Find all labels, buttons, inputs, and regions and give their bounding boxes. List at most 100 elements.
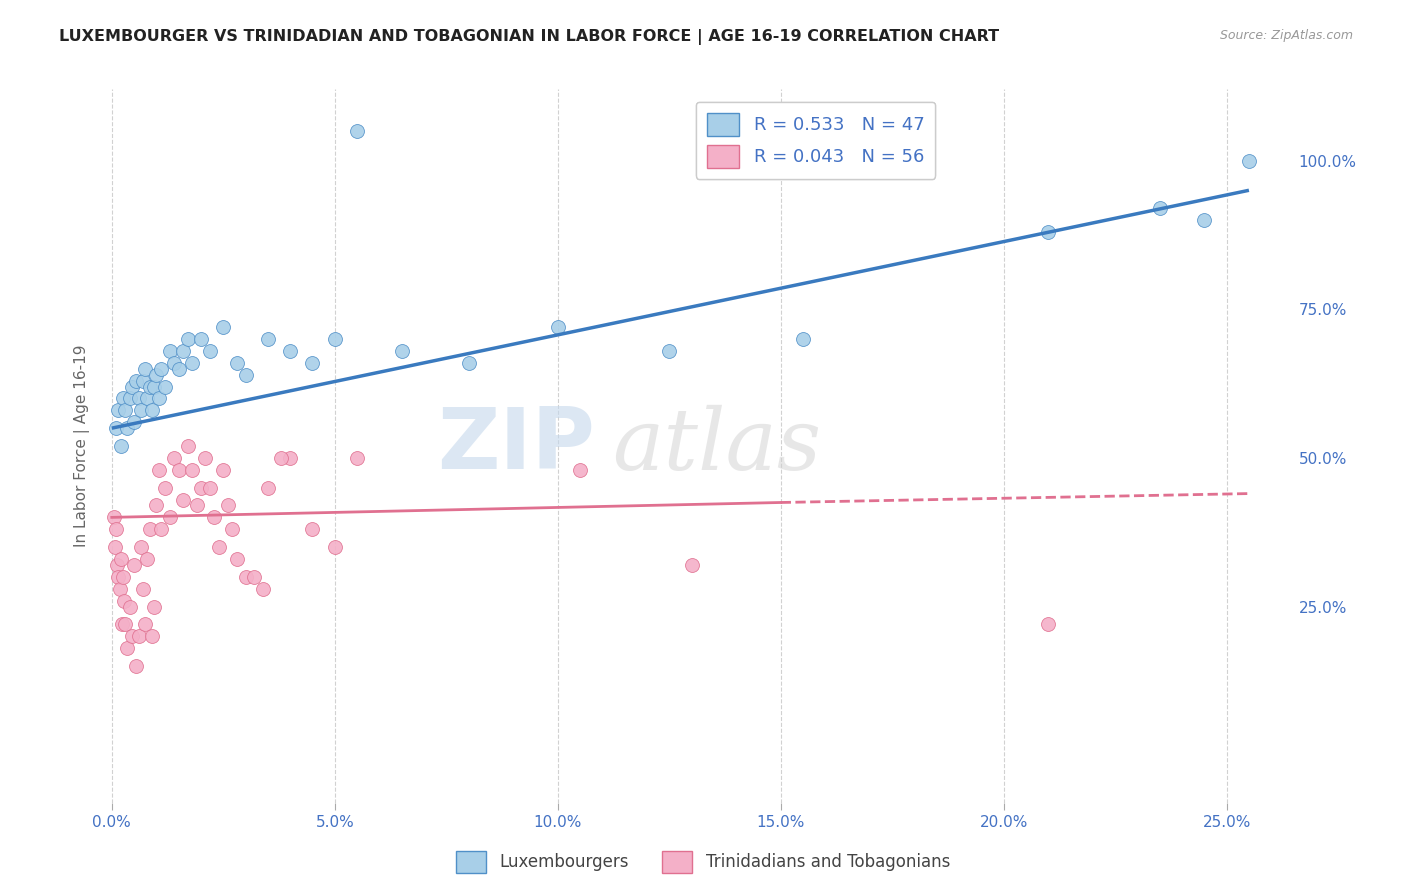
Point: [155, 379, 177, 393]
Point: [235, 570, 257, 584]
Point: [202, 510, 225, 524]
Legend: R = 0.533   N = 47, R = 0.043   N = 56: R = 0.533 N = 47, R = 0.043 N = 56: [696, 102, 935, 179]
Point: [114, 403, 136, 417]
Point: [252, 582, 274, 596]
Point: [257, 481, 280, 495]
Point: [112, 593, 135, 607]
Point: [186, 499, 208, 513]
Point: [163, 356, 186, 370]
Point: [105, 558, 128, 572]
Point: [129, 403, 152, 417]
Point: [103, 510, 125, 524]
Point: [278, 343, 301, 358]
Point: [225, 356, 247, 370]
Point: [217, 499, 239, 513]
Point: [159, 510, 181, 524]
Point: [107, 570, 129, 584]
Point: [121, 629, 143, 643]
Point: [110, 552, 132, 566]
Point: [278, 450, 301, 465]
Point: [198, 481, 221, 495]
Point: [1237, 153, 1260, 168]
Point: [681, 558, 703, 572]
Point: [198, 343, 221, 358]
Point: [128, 392, 150, 406]
Point: [243, 570, 266, 584]
Point: [208, 540, 231, 554]
Point: [167, 361, 190, 376]
Point: [212, 463, 235, 477]
Point: [141, 403, 163, 417]
Point: [143, 599, 166, 614]
Point: [569, 463, 592, 477]
Point: [138, 379, 160, 393]
Point: [132, 582, 155, 596]
Point: [118, 392, 141, 406]
Point: [658, 343, 681, 358]
Point: [194, 450, 217, 465]
Point: [125, 374, 148, 388]
Point: [1038, 225, 1060, 239]
Point: [190, 481, 212, 495]
Point: [176, 332, 198, 346]
Point: [323, 332, 346, 346]
Point: [149, 361, 172, 376]
Point: [225, 552, 247, 566]
Point: [110, 617, 132, 632]
Point: [128, 629, 150, 643]
Point: [145, 368, 167, 382]
Point: [132, 374, 155, 388]
Point: [118, 599, 141, 614]
Point: [111, 392, 134, 406]
Point: [122, 558, 145, 572]
Point: [114, 617, 136, 632]
Point: [121, 379, 143, 393]
Point: [792, 332, 814, 346]
Point: [117, 421, 139, 435]
Point: [190, 332, 212, 346]
Point: [148, 392, 170, 406]
Point: [117, 641, 139, 656]
Point: [235, 368, 257, 382]
Point: [159, 343, 181, 358]
Point: [145, 499, 167, 513]
Point: [457, 356, 479, 370]
Point: [107, 403, 129, 417]
Point: [141, 629, 163, 643]
Point: [136, 392, 159, 406]
Point: [149, 522, 172, 536]
Point: [301, 522, 323, 536]
Point: [1038, 617, 1060, 632]
Point: [105, 421, 128, 435]
Point: [172, 343, 194, 358]
Point: [167, 463, 190, 477]
Point: [1194, 213, 1216, 227]
Point: [221, 522, 243, 536]
Point: [104, 540, 127, 554]
Point: [172, 492, 194, 507]
Point: [134, 361, 156, 376]
Point: [181, 356, 204, 370]
Point: [547, 320, 569, 334]
Point: [134, 617, 156, 632]
Point: [148, 463, 170, 477]
Point: [129, 540, 152, 554]
Point: [136, 552, 159, 566]
Point: [301, 356, 323, 370]
Legend: Luxembourgers, Trinidadians and Tobagonians: Luxembourgers, Trinidadians and Tobagoni…: [450, 845, 956, 880]
Point: [138, 522, 160, 536]
Text: LUXEMBOURGER VS TRINIDADIAN AND TOBAGONIAN IN LABOR FORCE | AGE 16-19 CORRELATIO: LUXEMBOURGER VS TRINIDADIAN AND TOBAGONI…: [59, 29, 1000, 45]
Point: [212, 320, 235, 334]
Point: [346, 450, 368, 465]
Point: [257, 332, 280, 346]
Text: ZIP: ZIP: [437, 404, 595, 488]
Point: [163, 450, 186, 465]
Point: [155, 481, 177, 495]
Text: atlas: atlas: [613, 405, 821, 487]
Point: [110, 439, 132, 453]
Point: [323, 540, 346, 554]
Y-axis label: In Labor Force | Age 16-19: In Labor Force | Age 16-19: [73, 344, 90, 548]
Point: [181, 463, 204, 477]
Point: [270, 450, 292, 465]
Point: [125, 659, 148, 673]
